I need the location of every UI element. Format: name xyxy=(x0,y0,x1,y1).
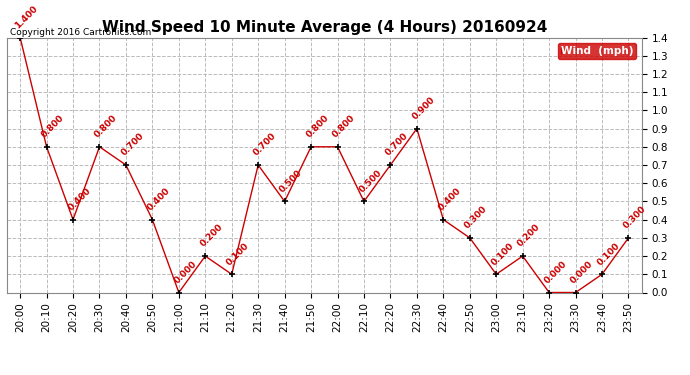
Text: 0.300: 0.300 xyxy=(622,204,648,231)
Text: 0.000: 0.000 xyxy=(569,259,595,285)
Legend: Wind  (mph): Wind (mph) xyxy=(558,43,636,59)
Text: 0.700: 0.700 xyxy=(384,132,410,158)
Text: 0.400: 0.400 xyxy=(146,186,172,212)
Text: 0.200: 0.200 xyxy=(199,223,225,249)
Text: 0.800: 0.800 xyxy=(304,113,331,140)
Text: 0.000: 0.000 xyxy=(172,259,198,285)
Text: 0.500: 0.500 xyxy=(278,168,304,194)
Text: 0.800: 0.800 xyxy=(40,113,66,140)
Text: 0.400: 0.400 xyxy=(66,186,92,212)
Text: 0.000: 0.000 xyxy=(542,259,569,285)
Text: 1.400: 1.400 xyxy=(14,4,40,30)
Text: 0.800: 0.800 xyxy=(93,113,119,140)
Text: 0.500: 0.500 xyxy=(357,168,384,194)
Text: 0.900: 0.900 xyxy=(411,95,437,121)
Text: 0.300: 0.300 xyxy=(463,204,489,231)
Text: 0.700: 0.700 xyxy=(119,132,146,158)
Title: Wind Speed 10 Minute Average (4 Hours) 20160924: Wind Speed 10 Minute Average (4 Hours) 2… xyxy=(101,20,547,35)
Text: 0.100: 0.100 xyxy=(490,241,516,267)
Text: 0.400: 0.400 xyxy=(437,186,463,212)
Text: 0.100: 0.100 xyxy=(595,241,622,267)
Text: Copyright 2016 Cartronics.com: Copyright 2016 Cartronics.com xyxy=(10,28,151,37)
Text: 0.800: 0.800 xyxy=(331,113,357,140)
Text: 0.100: 0.100 xyxy=(225,241,251,267)
Text: 0.200: 0.200 xyxy=(516,223,542,249)
Text: 0.700: 0.700 xyxy=(252,132,278,158)
